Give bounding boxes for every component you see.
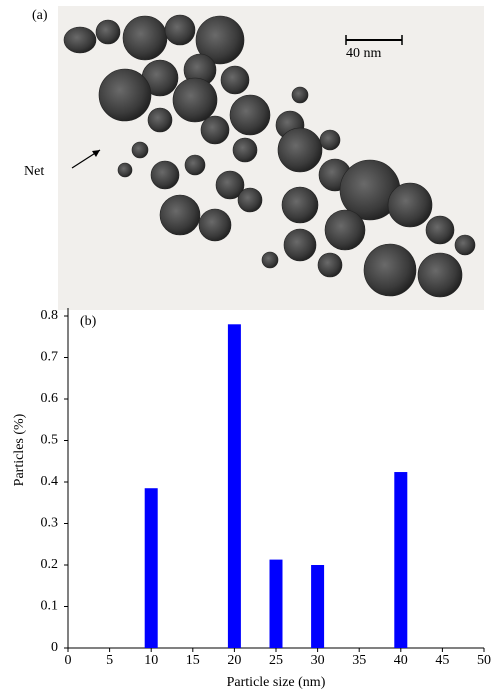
x-tick-label: 35 bbox=[352, 653, 366, 668]
x-tick-label: 25 bbox=[269, 653, 283, 668]
panel-label: (a) bbox=[32, 8, 48, 23]
y-tick-label: 0.6 bbox=[41, 391, 59, 406]
x-tick-label: 20 bbox=[227, 653, 241, 668]
x-tick-label: 30 bbox=[311, 653, 325, 668]
scale-bar-label: 40 nm bbox=[346, 46, 382, 61]
x-tick-label: 10 bbox=[144, 653, 158, 668]
y-tick-label: 0.2 bbox=[41, 557, 59, 572]
y-tick-label: 0.8 bbox=[41, 308, 59, 323]
y-tick-label: 0.4 bbox=[41, 474, 59, 489]
annotation: Net bbox=[24, 164, 44, 179]
bar bbox=[227, 324, 241, 648]
bar bbox=[394, 472, 408, 648]
x-tick-label: 0 bbox=[65, 653, 72, 668]
y-tick-label: 0.1 bbox=[41, 599, 59, 614]
y-tick-label: 0 bbox=[51, 640, 58, 655]
x-axis-label: Particle size (nm) bbox=[227, 675, 326, 690]
y-tick-label: 0.3 bbox=[41, 516, 59, 531]
x-tick-label: 5 bbox=[106, 653, 113, 668]
x-tick-label: 40 bbox=[394, 653, 408, 668]
y-axis-label: Particles (%) bbox=[12, 413, 27, 486]
x-tick-label: 45 bbox=[435, 653, 449, 668]
tem-image: (a) 40 nm Net bbox=[24, 6, 484, 310]
panel-label: (b) bbox=[80, 314, 97, 329]
bar bbox=[144, 488, 158, 648]
x-tick-label: 15 bbox=[186, 653, 200, 668]
y-tick-label: 0.7 bbox=[41, 350, 59, 365]
bar bbox=[269, 559, 283, 648]
y-tick-label: 0.5 bbox=[41, 433, 59, 448]
bar bbox=[311, 565, 325, 648]
x-tick-label: 50 bbox=[477, 653, 491, 668]
